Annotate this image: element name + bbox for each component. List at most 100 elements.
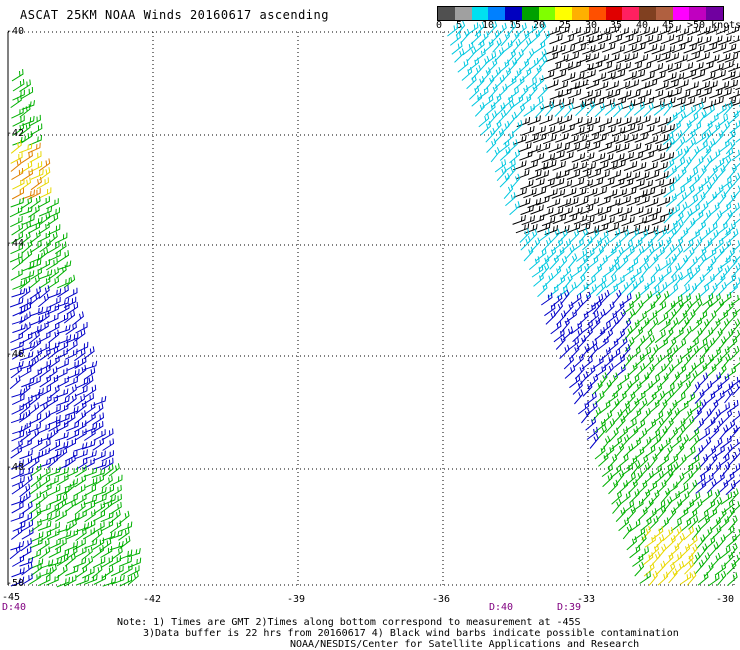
- wind-barb: [634, 189, 648, 200]
- wind-barb: [623, 325, 633, 341]
- wind-barb: [627, 362, 638, 377]
- wind-barb: [102, 577, 117, 587]
- wind-barb: [729, 202, 740, 217]
- wind-barb: [682, 120, 692, 136]
- wind-barb: [683, 271, 694, 287]
- wind-barb: [557, 198, 572, 209]
- wind-barb: [127, 571, 139, 585]
- wind-barb: [523, 103, 536, 117]
- lon-label: -39: [287, 594, 306, 605]
- wind-barb: [610, 239, 622, 254]
- wind-barb: [21, 168, 34, 182]
- wind-barb: [674, 442, 685, 458]
- wind-barb: [496, 22, 507, 37]
- wind-barb: [494, 47, 505, 62]
- wind-barb: [11, 439, 23, 452]
- wind-barb: [560, 151, 574, 162]
- wind-barb: [605, 274, 617, 288]
- wind-barb: [611, 382, 623, 397]
- wind-barb: [21, 377, 35, 388]
- wind-barb: [537, 282, 548, 298]
- wind-barb: [18, 409, 31, 423]
- wind-barb: [590, 317, 601, 332]
- wind-barb: [20, 395, 33, 408]
- wind-barb: [533, 272, 544, 287]
- wind-barb: [692, 156, 704, 170]
- wind-barb: [594, 445, 606, 460]
- wind-barb: [48, 384, 60, 399]
- wind-barb: [554, 275, 566, 289]
- wind-barb: [704, 499, 716, 513]
- wind-barb: [660, 34, 675, 45]
- wind-barb: [490, 67, 501, 82]
- wind-barb: [519, 150, 533, 161]
- wind-barb: [449, 32, 461, 46]
- wind-barb: [509, 30, 520, 46]
- wind-barb: [38, 359, 51, 372]
- wind-barb: [594, 326, 606, 341]
- wind-barb: [38, 385, 52, 397]
- wind-barb: [47, 414, 61, 426]
- wind-barb: [12, 123, 25, 136]
- wind-barb: [677, 310, 688, 325]
- wind-barb: [643, 102, 654, 117]
- wind-barb: [601, 98, 615, 109]
- wind-barb: [679, 572, 692, 585]
- wind-barb: [530, 204, 544, 215]
- wind-barb: [506, 49, 516, 65]
- wind-barb: [91, 468, 106, 478]
- wind-barb: [694, 389, 705, 404]
- wind-barb: [626, 257, 639, 271]
- wind-barb: [661, 123, 675, 134]
- wind-barb: [28, 413, 42, 425]
- wind-barb: [643, 497, 654, 513]
- wind-barb: [561, 44, 576, 55]
- wind-barb: [82, 519, 96, 532]
- wind-barb: [581, 97, 596, 108]
- wind-barb: [644, 135, 659, 146]
- wind-barb: [614, 443, 625, 459]
- wind-barb: [73, 393, 86, 407]
- wind-barb: [37, 293, 49, 308]
- wind-barb: [601, 463, 613, 477]
- wind-barb: [623, 43, 637, 54]
- wind-barb: [651, 215, 666, 226]
- wind-barb: [482, 94, 494, 108]
- wind-barb: [548, 116, 563, 127]
- wind-barb: [649, 489, 660, 505]
- wind-barb: [29, 216, 43, 228]
- wind-barb: [47, 427, 59, 441]
- wind-barb: [569, 344, 580, 360]
- wind-barb: [20, 332, 33, 344]
- wind-barb: [510, 173, 521, 189]
- wind-barb: [518, 58, 530, 73]
- wind-barb: [45, 258, 58, 271]
- wind-barb: [621, 462, 634, 476]
- wind-barb: [697, 25, 711, 36]
- wind-barb: [729, 35, 740, 45]
- wind-barb: [505, 76, 517, 90]
- wind-barb: [657, 227, 668, 242]
- wind-barb: [689, 121, 702, 135]
- wind-barb: [101, 475, 113, 489]
- wind-barb: [36, 491, 48, 506]
- wind-barb: [617, 426, 629, 441]
- legend-label: 40: [636, 20, 649, 31]
- wind-barb: [75, 377, 89, 389]
- wind-barb: [657, 454, 670, 468]
- wind-barb: [37, 231, 50, 243]
- wind-barb: [724, 419, 736, 434]
- wind-barb: [612, 96, 627, 107]
- wind-barb: [631, 69, 646, 80]
- wind-barb: [726, 25, 740, 36]
- wind-barb: [12, 89, 25, 101]
- wind-barb: [10, 413, 25, 424]
- wind-barb: [611, 178, 625, 188]
- wind-barb: [621, 123, 636, 134]
- wind-barb: [613, 214, 627, 225]
- wind-barb: [20, 456, 33, 469]
- wind-barb: [714, 298, 725, 314]
- legend-label: 20: [533, 20, 546, 31]
- wind-barb: [599, 400, 611, 414]
- wind-barb: [664, 389, 675, 404]
